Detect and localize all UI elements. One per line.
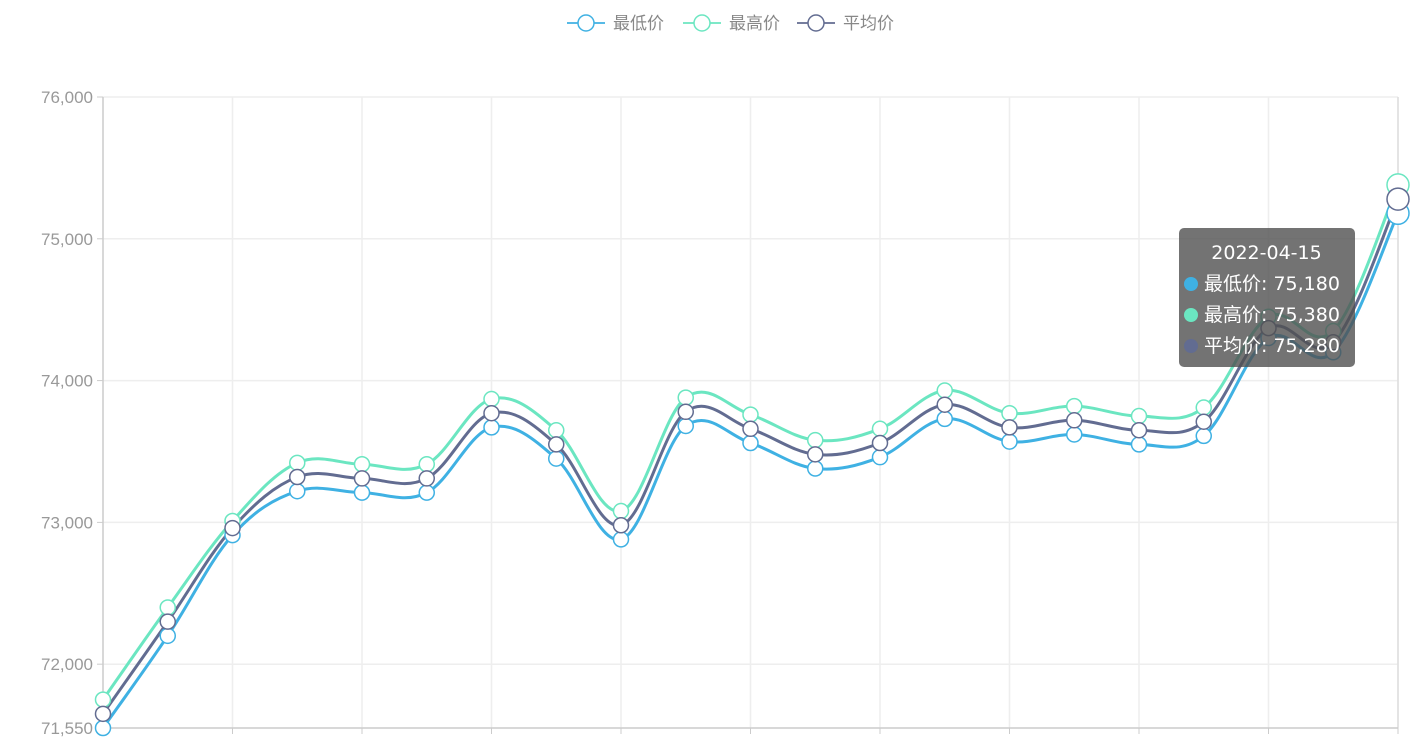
y-tick-label: 73,000 xyxy=(41,513,93,532)
tooltip-title: 2022-04-15 xyxy=(1211,242,1322,264)
legend-item-1[interactable]: 最高价 xyxy=(683,14,780,34)
tooltip-dot-low xyxy=(1184,277,1198,291)
data-point xyxy=(1130,421,1148,439)
data-point xyxy=(1066,412,1083,429)
data-point xyxy=(418,484,435,501)
data-point xyxy=(677,417,694,435)
data-point xyxy=(807,446,824,463)
data-point xyxy=(418,470,435,487)
data-point xyxy=(483,419,500,436)
data-point xyxy=(677,389,694,406)
data-point xyxy=(742,420,759,438)
data-point xyxy=(289,482,306,500)
data-point xyxy=(548,436,565,453)
tooltip-dot-high xyxy=(1184,308,1198,322)
data-point xyxy=(94,719,112,737)
tooltip-row-high: 最高价: 75,380 xyxy=(1184,300,1349,331)
legend-item-2[interactable]: 平均价 xyxy=(797,14,894,34)
data-point xyxy=(677,403,694,421)
tooltip-row-avg: 平均价: 75,280 xyxy=(1184,331,1349,362)
data-point xyxy=(936,396,953,413)
data-point xyxy=(159,627,176,645)
data-point xyxy=(548,421,565,439)
data-point xyxy=(353,470,371,487)
tooltip: 2022-04-15 最低价: 75,180 最高价: 75,380 平均价: … xyxy=(1179,228,1355,367)
data-point xyxy=(1130,407,1148,425)
tooltip-row-avg-label: 平均价: 75,280 xyxy=(1204,335,1340,357)
data-point xyxy=(548,450,565,467)
legend-marker xyxy=(693,14,711,32)
legend-label: 最低价 xyxy=(613,14,664,34)
data-points xyxy=(94,173,1410,737)
data-point xyxy=(742,406,759,423)
legend[interactable]: 最低价 最高价 平均价 xyxy=(567,14,894,34)
data-point xyxy=(871,420,889,438)
data-point xyxy=(871,448,889,466)
axes: 71,550 72,000 73,000 74,000 75,000 76,000 xyxy=(41,88,1399,738)
y-tick-label: 74,000 xyxy=(41,372,93,391)
data-point xyxy=(159,599,176,616)
data-point xyxy=(1001,433,1018,450)
data-point xyxy=(94,705,112,723)
data-point xyxy=(1195,399,1212,416)
data-point xyxy=(289,468,306,486)
data-point xyxy=(807,431,824,449)
legend-item-0[interactable]: 最低价 xyxy=(567,14,664,34)
data-point xyxy=(612,516,630,534)
data-point xyxy=(1195,413,1212,430)
data-point xyxy=(742,434,759,452)
data-point xyxy=(289,454,306,472)
legend-label: 最高价 xyxy=(729,14,780,34)
data-point xyxy=(1386,187,1410,211)
data-point xyxy=(1130,436,1148,453)
data-point xyxy=(936,382,953,399)
y-tick-label: 75,000 xyxy=(41,230,93,249)
data-point xyxy=(353,456,371,473)
data-point xyxy=(1001,419,1018,436)
y-tick-label: 76,000 xyxy=(41,88,93,107)
legend-marker xyxy=(807,14,825,32)
data-point xyxy=(94,691,112,708)
data-point xyxy=(1195,427,1212,445)
data-point xyxy=(353,484,371,501)
data-point xyxy=(871,434,889,452)
legend-label: 平均价 xyxy=(843,14,894,34)
data-point xyxy=(418,456,435,473)
data-point xyxy=(159,613,176,630)
data-point xyxy=(483,404,500,422)
data-point xyxy=(612,502,630,520)
data-point xyxy=(612,531,630,548)
legend-marker xyxy=(577,14,595,32)
data-point xyxy=(1066,426,1083,443)
data-point xyxy=(807,460,824,477)
data-point xyxy=(1066,397,1083,415)
tooltip-row-low-label: 最低价: 75,180 xyxy=(1204,273,1340,295)
data-point xyxy=(936,410,953,428)
data-point xyxy=(224,519,241,537)
tooltip-dot-avg xyxy=(1184,339,1198,353)
tooltip-row-low: 最低价: 75,180 xyxy=(1184,269,1349,300)
tooltip-row-high-label: 最高价: 75,380 xyxy=(1204,304,1340,326)
data-point xyxy=(1001,404,1018,422)
data-point xyxy=(483,390,500,408)
y-tick-label: 71,550 xyxy=(41,719,93,738)
y-tick-label: 72,000 xyxy=(41,655,93,674)
